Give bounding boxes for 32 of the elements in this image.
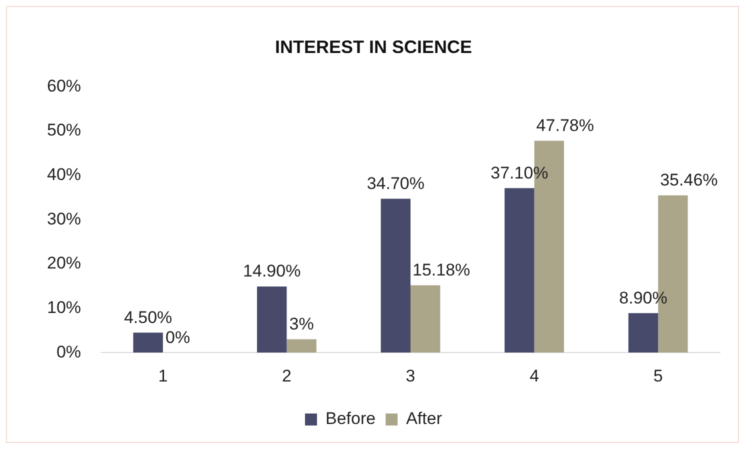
bar bbox=[257, 286, 287, 353]
bar bbox=[133, 332, 163, 353]
x-tick-label: 3 bbox=[406, 366, 416, 386]
data-label: 14.90% bbox=[243, 262, 301, 281]
data-label: 15.18% bbox=[412, 260, 470, 280]
legend-label: Before bbox=[326, 409, 376, 428]
data-label: 34.70% bbox=[366, 174, 424, 193]
bar bbox=[628, 313, 658, 353]
y-tick-label: 50% bbox=[46, 120, 82, 140]
data-label: 8.90% bbox=[619, 288, 668, 308]
x-tick-label: 1 bbox=[158, 366, 168, 386]
x-tick-label: 4 bbox=[530, 366, 540, 386]
x-tick-label: 5 bbox=[653, 366, 663, 386]
y-tick-label: 60% bbox=[46, 76, 82, 96]
bar bbox=[410, 285, 440, 353]
y-tick-label: 0% bbox=[56, 342, 82, 362]
legend-label: After bbox=[406, 409, 442, 428]
data-label: 37.10% bbox=[490, 163, 548, 182]
data-label: 0% bbox=[165, 328, 190, 347]
data-label: 35.46% bbox=[660, 170, 718, 190]
bar bbox=[286, 339, 316, 353]
data-label: 4.50% bbox=[124, 308, 172, 327]
bar bbox=[380, 198, 411, 353]
y-tick-label: 20% bbox=[46, 254, 82, 273]
bar bbox=[504, 188, 534, 353]
y-tick-label: 10% bbox=[46, 298, 82, 317]
y-tick-label: 40% bbox=[46, 164, 82, 184]
chart-title: INTEREST IN SCIENCE bbox=[274, 36, 472, 57]
x-tick-label: 2 bbox=[282, 366, 292, 386]
data-label: 3% bbox=[289, 314, 314, 334]
y-tick-label: 30% bbox=[46, 209, 82, 228]
data-label: 47.78% bbox=[536, 116, 594, 135]
